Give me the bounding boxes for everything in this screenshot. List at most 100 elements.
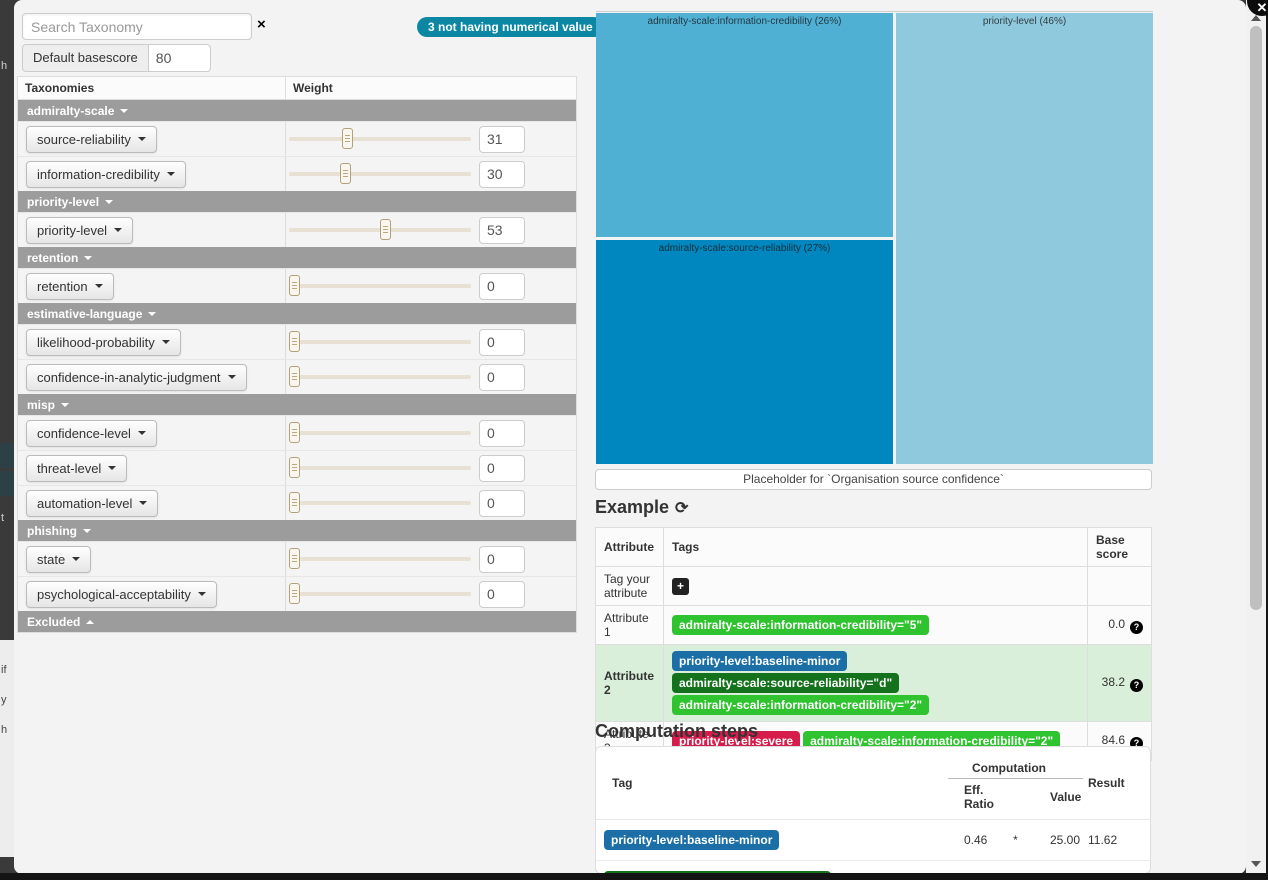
comp-operator-cell: *	[1013, 833, 1018, 847]
scrollbar-thumb[interactable]	[1250, 26, 1262, 610]
weight-input[interactable]	[479, 363, 525, 391]
weight-slider[interactable]	[289, 219, 471, 240]
weight-cell	[286, 157, 576, 191]
chevron-down-icon	[114, 228, 123, 232]
weight-input[interactable]	[479, 328, 525, 356]
taxonomy-group-estimative-language[interactable]: estimative-language	[18, 303, 576, 324]
scroll-up-icon[interactable]	[1251, 15, 1261, 21]
slider-handle[interactable]	[289, 583, 300, 604]
weight-slider[interactable]	[289, 331, 471, 352]
taxonomy-group-label: priority-level	[27, 194, 100, 209]
predicate-dropdown-button[interactable]: priority-level	[26, 216, 134, 244]
weight-input[interactable]	[479, 545, 525, 573]
slider-handle[interactable]	[289, 492, 300, 513]
predicate-dropdown-button[interactable]: psychological-acceptability	[26, 580, 217, 608]
chevron-down-icon	[139, 501, 148, 505]
scroll-down-icon[interactable]	[1251, 861, 1261, 867]
slider-handle[interactable]	[289, 275, 300, 296]
tag-pill[interactable]: priority-level:baseline-minor	[604, 830, 780, 850]
slider-handle[interactable]	[289, 548, 300, 569]
slider-handle[interactable]	[289, 422, 300, 443]
predicate-dropdown-button[interactable]: retention	[26, 272, 114, 300]
taxonomy-group-phishing[interactable]: phishing	[18, 520, 576, 541]
taxonomy-row: state	[18, 541, 576, 576]
chevron-down-icon	[72, 557, 81, 561]
background-page	[0, 640, 14, 857]
predicate-dropdown-button[interactable]: automation-level	[26, 489, 159, 517]
default-basescore-input[interactable]	[148, 44, 211, 72]
taxonomy-weight-popover: × 3 not having numerical value Default b…	[14, 0, 1246, 874]
example-tags-cell: admiralty-scale:information-credibility=…	[663, 605, 1088, 645]
predicate-dropdown-button[interactable]: source-reliability	[26, 125, 157, 153]
weight-slider[interactable]	[289, 457, 471, 478]
weight-slider[interactable]	[289, 492, 471, 513]
weight-cell	[286, 577, 576, 611]
tag-pill[interactable]: priority-level:baseline-minor	[672, 651, 848, 671]
example-attribute-cell: Tag your attribute	[595, 566, 664, 606]
chevron-down-icon	[105, 199, 114, 204]
question-icon[interactable]: ?	[1130, 620, 1143, 634]
window-scrollbar[interactable]	[1246, 0, 1266, 873]
slider-handle[interactable]	[289, 457, 300, 478]
chevron-down-icon	[84, 255, 93, 260]
weight-slider[interactable]	[289, 275, 471, 296]
weight-input[interactable]	[479, 454, 525, 482]
taxonomy-table: Taxonomies Weight admiralty-scale source-…	[17, 76, 577, 633]
comp-col-result: Result	[1083, 747, 1150, 820]
tag-pill[interactable]: admiralty-scale:information-credibility=…	[672, 695, 930, 715]
tag-pill[interactable]: admiralty-scale:information-credibility=…	[672, 615, 930, 635]
weight-cell	[286, 360, 576, 394]
example-table: Attribute Tags Base score Tag your attri…	[595, 527, 1152, 761]
weight-slider[interactable]	[289, 548, 471, 569]
slider-handle[interactable]	[289, 331, 300, 352]
comp-value-cell: 25.00	[1050, 833, 1081, 847]
question-icon[interactable]: ?	[1130, 678, 1143, 692]
chevron-down-icon	[197, 592, 206, 596]
taxonomy-cell: retention	[18, 269, 286, 303]
example-tags-cell: priority-level:baseline-minoradmiralty-s…	[663, 644, 1088, 722]
weight-cell	[286, 416, 576, 450]
weight-input[interactable]	[479, 272, 525, 300]
weight-input[interactable]	[479, 125, 525, 153]
slider-handle[interactable]	[289, 366, 300, 387]
refresh-icon[interactable]: ⟳	[675, 500, 689, 517]
weight-input[interactable]	[479, 489, 525, 517]
treemap-cell: admiralty-scale:information-credibility …	[596, 13, 893, 237]
weight-slider[interactable]	[289, 366, 471, 387]
weight-slider[interactable]	[289, 128, 471, 149]
weight-input[interactable]	[479, 580, 525, 608]
predicate-dropdown-button[interactable]: confidence-in-analytic-judgment	[26, 363, 247, 391]
predicate-dropdown-button[interactable]: state	[26, 545, 92, 573]
weight-slider[interactable]	[289, 583, 471, 604]
clear-search-icon[interactable]: ×	[257, 16, 266, 33]
slider-handle[interactable]	[340, 163, 351, 184]
predicate-dropdown-button[interactable]: information-credibility	[26, 160, 186, 188]
taxonomy-cell: likelihood-probability	[18, 325, 286, 359]
taxonomy-group-priority-level[interactable]: priority-level	[18, 191, 576, 212]
weight-input[interactable]	[479, 160, 525, 188]
base-score-value: 84.6	[1101, 732, 1125, 747]
taxonomy-cell: automation-level	[18, 486, 286, 520]
predicate-dropdown-button[interactable]: likelihood-probability	[26, 328, 181, 356]
taxonomy-row: priority-level	[18, 212, 576, 247]
weight-slider[interactable]	[289, 163, 471, 184]
slider-handle[interactable]	[342, 128, 353, 149]
slider-handle[interactable]	[380, 219, 391, 240]
weight-cell	[286, 542, 576, 576]
taxonomy-group-retention[interactable]: retention	[18, 247, 576, 268]
example-row: Tag your attribute +	[595, 566, 1152, 606]
taxonomy-group-admiralty-scale[interactable]: admiralty-scale	[18, 100, 576, 121]
search-input[interactable]	[22, 13, 252, 40]
predicate-dropdown-button[interactable]: threat-level	[26, 454, 128, 482]
weight-slider[interactable]	[289, 422, 471, 443]
tag-pill[interactable]: admiralty-scale:source-reliability="d"	[672, 673, 900, 693]
excluded-group-header[interactable]: Excluded	[18, 611, 576, 632]
close-popover-button[interactable]: ✕	[1247, 0, 1268, 16]
add-tag-button[interactable]: +	[672, 577, 689, 595]
tag-pill[interactable]: admiralty-scale:source-reliability="d"	[604, 871, 832, 873]
comp-result-cell: 6.80	[1083, 860, 1150, 873]
weight-input[interactable]	[479, 419, 525, 447]
taxonomy-group-misp[interactable]: misp	[18, 394, 576, 415]
predicate-dropdown-button[interactable]: confidence-level	[26, 419, 157, 447]
weight-input[interactable]	[479, 216, 525, 244]
